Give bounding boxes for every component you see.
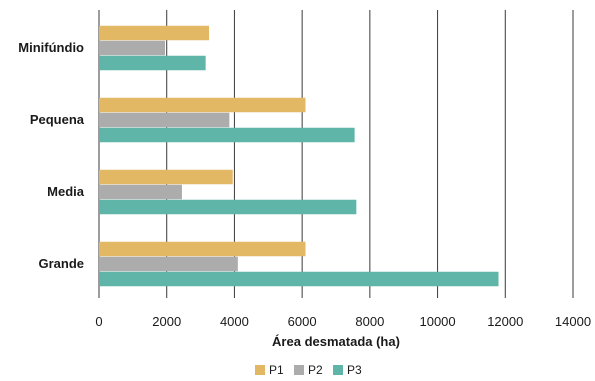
legend-label-p2: P2 (308, 363, 323, 377)
bar-p3-3 (99, 199, 357, 215)
x-tick-label-0: 0 (95, 314, 102, 329)
x-tick-label-10000: 10000 (419, 314, 455, 329)
legend-swatch-p2 (294, 365, 304, 375)
bars (99, 25, 499, 287)
bar-p1-3 (99, 169, 233, 185)
legend: P1 P2 P3 (255, 363, 362, 377)
bar-p3-4 (99, 271, 499, 287)
category-label-3: Media (47, 184, 85, 199)
bar-p1-2 (99, 97, 306, 113)
legend-swatch-p1 (255, 365, 265, 375)
x-tick-label-14000: 14000 (555, 314, 591, 329)
x-tick-label-8000: 8000 (355, 314, 384, 329)
gridlines (98, 10, 574, 298)
bar-p3-2 (99, 127, 355, 143)
bar-p3-1 (99, 55, 206, 71)
x-tick-label-12000: 12000 (487, 314, 523, 329)
category-labels: Minifúndio Pequena Media Grande (18, 40, 84, 271)
category-label-2: Pequena (30, 112, 85, 127)
x-tick-label-4000: 4000 (220, 314, 249, 329)
bar-p2-1 (99, 40, 166, 56)
legend-label-p1: P1 (269, 363, 284, 377)
bar-p2-4 (99, 256, 238, 272)
bar-p1-1 (99, 25, 210, 41)
legend-swatch-p3 (333, 365, 343, 375)
x-tick-labels: 0 2000 4000 6000 8000 10000 12000 14000 (95, 314, 591, 329)
x-axis-title: Área desmatada (ha) (272, 334, 400, 349)
x-tick-label-6000: 6000 (288, 314, 317, 329)
legend-label-p3: P3 (347, 363, 362, 377)
category-label-4: Grande (38, 256, 84, 271)
bar-p2-3 (99, 184, 182, 200)
bar-p2-2 (99, 112, 230, 128)
bar-p1-4 (99, 241, 306, 257)
category-label-1: Minifúndio (18, 40, 84, 55)
x-tick-label-2000: 2000 (152, 314, 181, 329)
